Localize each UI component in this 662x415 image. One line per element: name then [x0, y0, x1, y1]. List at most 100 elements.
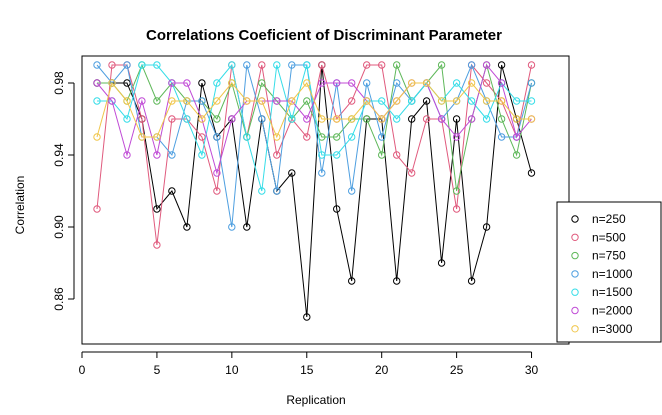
data-point: [318, 115, 326, 123]
data-point: [363, 61, 371, 69]
data-point: [527, 97, 536, 105]
series-6: [93, 79, 536, 141]
data-point: [408, 169, 416, 177]
data-point: [138, 97, 146, 105]
data-point: [437, 115, 446, 123]
legend-box: [556, 201, 662, 343]
series-line: [97, 64, 532, 318]
data-point: [378, 133, 386, 141]
legend-label: n=1000: [592, 267, 633, 281]
data-point: [108, 61, 116, 69]
data-point: [333, 133, 341, 141]
series-layer: [93, 61, 536, 321]
x-tick-label: 30: [525, 363, 539, 377]
data-point: [93, 133, 101, 141]
data-point: [183, 223, 191, 231]
data-point: [198, 115, 206, 123]
data-point: [303, 79, 311, 87]
data-point: [243, 61, 251, 69]
data-point: [303, 97, 311, 105]
data-point: [527, 79, 536, 87]
legend-label: n=500: [592, 230, 626, 244]
data-point: [393, 79, 401, 87]
data-point: [318, 169, 326, 177]
data-point: [527, 169, 536, 177]
data-point: [153, 205, 161, 213]
data-point: [213, 115, 221, 123]
data-point: [363, 79, 371, 87]
data-point: [228, 223, 236, 231]
data-point: [363, 97, 371, 105]
legend-item: n=2000: [571, 304, 633, 318]
data-point: [452, 187, 461, 195]
chart-title: Correlations Coeficient of Discriminant …: [146, 27, 502, 44]
data-point: [288, 97, 296, 105]
data-point: [168, 79, 176, 87]
data-point: [378, 115, 386, 123]
data-point: [497, 61, 506, 69]
data-point: [228, 61, 236, 69]
data-point: [482, 97, 491, 105]
x-axis-label: Replication: [286, 393, 345, 407]
data-point: [108, 79, 116, 87]
data-point: [303, 133, 311, 141]
data-point: [482, 223, 491, 231]
data-point: [527, 61, 536, 69]
x-tick-label: 15: [300, 363, 314, 377]
data-point: [213, 187, 221, 195]
x-tick-label: 20: [375, 363, 389, 377]
data-point: [243, 133, 251, 141]
data-point: [153, 133, 161, 141]
data-point: [153, 241, 161, 249]
data-point: [153, 61, 161, 69]
data-point: [168, 151, 176, 159]
data-point: [512, 115, 521, 123]
data-point: [123, 61, 131, 69]
data-point: [273, 133, 281, 141]
data-point: [138, 115, 146, 123]
data-point: [228, 79, 236, 87]
data-point: [303, 313, 311, 321]
data-point: [213, 169, 221, 177]
data-point: [512, 151, 521, 159]
y-axis: 0.86 0.90 0.94 0.98: [52, 71, 75, 311]
data-point: [333, 115, 341, 123]
legend-item: n=750: [571, 249, 626, 263]
data-point: [123, 115, 131, 123]
x-tick-label: 10: [225, 363, 239, 377]
data-point: [243, 223, 251, 231]
legend-marker: [571, 288, 579, 296]
data-point: [273, 151, 281, 159]
data-point: [273, 187, 281, 195]
data-point: [303, 115, 311, 123]
data-point: [273, 61, 281, 69]
data-point: [527, 115, 536, 123]
data-point: [198, 151, 206, 159]
data-point: [198, 133, 206, 141]
data-point: [333, 205, 341, 213]
data-point: [303, 61, 311, 69]
legend-marker: [571, 215, 579, 223]
data-point: [333, 79, 341, 87]
data-point: [258, 187, 266, 195]
data-point: [288, 169, 296, 177]
data-point: [198, 79, 206, 87]
legend-marker: [571, 325, 579, 333]
data-point: [422, 97, 431, 105]
data-point: [348, 97, 356, 105]
y-tick-label: 0.94: [52, 143, 66, 167]
data-point: [213, 133, 221, 141]
data-point: [422, 79, 431, 87]
data-point: [393, 151, 401, 159]
data-point: [258, 115, 266, 123]
data-point: [288, 61, 296, 69]
series-line: [96, 81, 532, 139]
data-point: [393, 61, 401, 69]
data-point: [467, 97, 476, 105]
data-point: [318, 61, 326, 69]
data-point: [452, 97, 461, 105]
series-line: [97, 63, 532, 192]
data-point: [198, 97, 206, 105]
data-point: [123, 151, 131, 159]
data-point: [378, 97, 386, 105]
